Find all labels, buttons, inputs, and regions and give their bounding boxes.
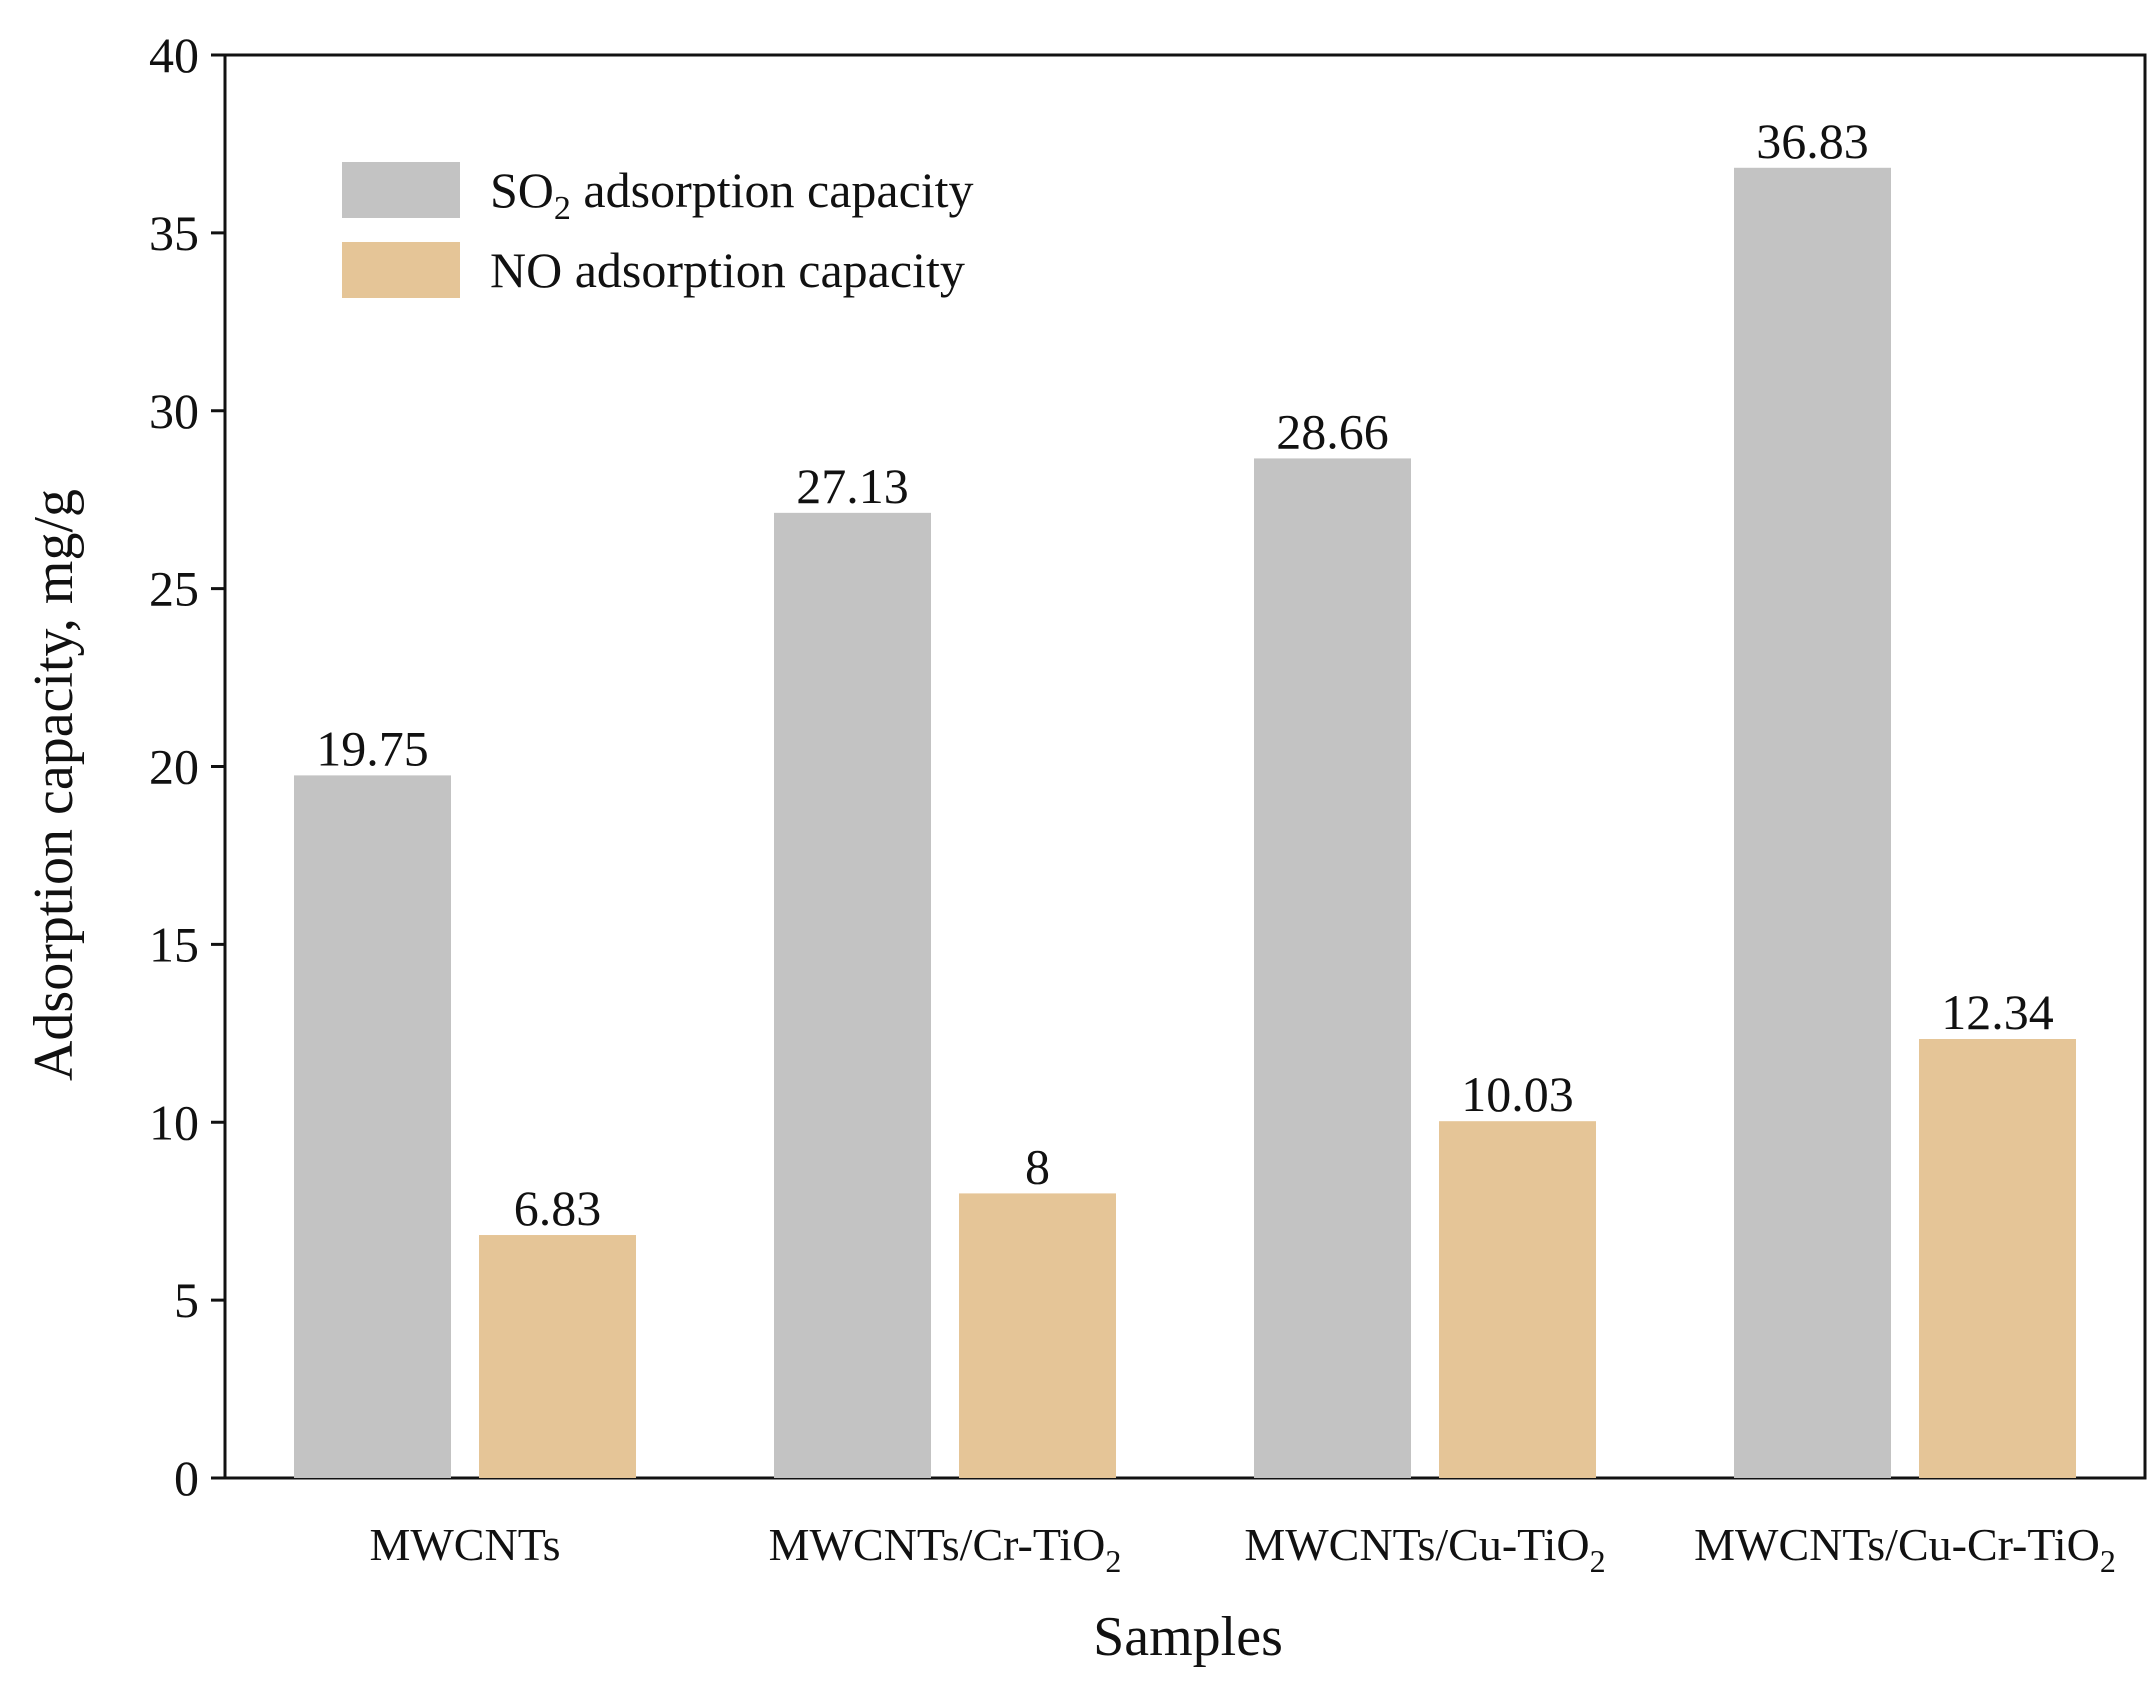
y-tick-label: 0 bbox=[174, 1450, 199, 1506]
x-tick-label: MWCNTs bbox=[369, 1519, 560, 1570]
bar-label-so2-4: 36.83 bbox=[1756, 113, 1869, 169]
x-tick-label: MWCNTs/Cr-TiO2 bbox=[769, 1519, 1122, 1579]
bar-so2-3 bbox=[1254, 458, 1411, 1478]
x-tick-label: MWCNTs/Cu-Cr-TiO2 bbox=[1694, 1519, 2116, 1579]
legend-label-so2: SO2 adsorption capacity bbox=[490, 162, 974, 227]
x-axis: MWCNTs MWCNTs/Cr-TiO2 MWCNTs/Cu-TiO2 MWCNTs… bbox=[369, 1519, 2115, 1579]
y-tick-label: 30 bbox=[149, 383, 199, 439]
y-tick-label: 25 bbox=[149, 561, 199, 617]
y-tick-label: 40 bbox=[149, 27, 199, 83]
bar-value-labels: 19.75 6.83 27.13 8 28.66 10.03 36.83 12.34 bbox=[316, 113, 2054, 1236]
y-axis: 0 5 10 15 20 25 30 35 40 bbox=[149, 27, 225, 1506]
y-tick-label: 35 bbox=[149, 205, 199, 261]
legend: SO2 adsorption capacity NO adsorption cap… bbox=[342, 162, 974, 298]
legend-swatch-no bbox=[342, 242, 460, 298]
bar-no-3 bbox=[1439, 1121, 1596, 1478]
bars-group bbox=[294, 167, 2076, 1479]
bar-label-so2-3: 28.66 bbox=[1276, 403, 1389, 459]
bar-no-1 bbox=[479, 1235, 636, 1478]
y-tick-label: 15 bbox=[149, 916, 199, 972]
y-axis-title: Adsorption capacity, mg/g bbox=[23, 489, 85, 1081]
bar-no-2 bbox=[959, 1193, 1116, 1478]
bar-so2-4 bbox=[1734, 167, 1891, 1479]
legend-label-no: NO adsorption capacity bbox=[490, 242, 965, 298]
bar-label-no-4: 12.34 bbox=[1941, 984, 2054, 1040]
x-tick-label: MWCNTs/Cu-TiO2 bbox=[1244, 1519, 1605, 1579]
bar-label-no-2: 8 bbox=[1025, 1138, 1050, 1194]
legend-swatch-so2 bbox=[342, 162, 460, 218]
bar-label-so2-2: 27.13 bbox=[796, 458, 909, 514]
y-tick-label: 5 bbox=[174, 1272, 199, 1328]
bar-so2-2 bbox=[774, 512, 931, 1478]
bar-label-no-1: 6.83 bbox=[514, 1180, 602, 1236]
y-tick-label: 10 bbox=[149, 1094, 199, 1150]
bar-no-4 bbox=[1919, 1039, 2076, 1478]
x-axis-title: Samples bbox=[1093, 1606, 1283, 1668]
bar-label-no-3: 10.03 bbox=[1461, 1066, 1574, 1122]
bar-so2-1 bbox=[294, 775, 451, 1478]
bar-label-so2-1: 19.75 bbox=[316, 720, 429, 776]
y-tick-label: 20 bbox=[149, 739, 199, 795]
